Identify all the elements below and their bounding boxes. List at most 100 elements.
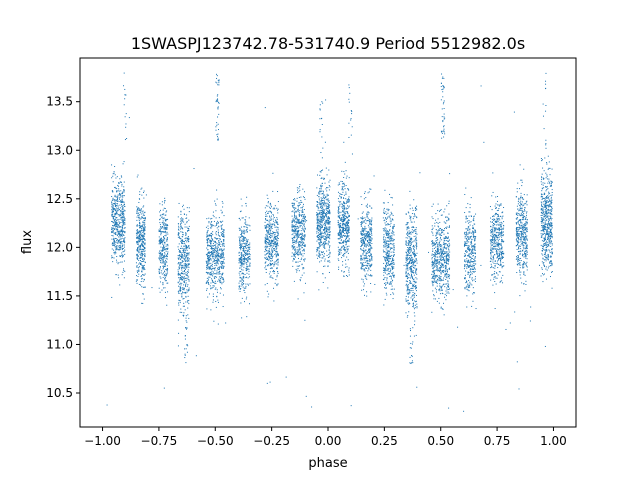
data-point xyxy=(344,212,346,214)
data-point xyxy=(221,273,223,275)
data-point xyxy=(163,247,165,249)
data-point xyxy=(136,212,138,214)
data-point xyxy=(246,226,248,228)
data-point xyxy=(369,235,371,237)
data-point xyxy=(348,215,350,217)
data-point xyxy=(178,332,180,334)
data-point xyxy=(316,232,318,234)
data-point xyxy=(141,229,143,231)
data-point xyxy=(365,261,367,263)
data-point xyxy=(124,218,126,220)
data-point xyxy=(139,236,141,238)
data-point xyxy=(318,251,320,253)
data-point xyxy=(166,248,168,250)
data-point xyxy=(142,230,144,232)
data-point xyxy=(138,220,140,222)
data-point xyxy=(243,261,245,263)
data-point xyxy=(216,258,218,260)
data-point xyxy=(217,222,219,224)
data-point xyxy=(111,202,113,204)
data-point xyxy=(268,251,270,253)
data-point xyxy=(209,245,211,247)
data-point xyxy=(114,232,116,234)
data-point xyxy=(121,201,123,203)
data-point xyxy=(322,209,324,211)
data-point xyxy=(246,242,248,244)
data-point xyxy=(221,274,223,276)
data-point xyxy=(383,229,385,231)
data-point xyxy=(179,280,181,282)
data-point xyxy=(319,210,321,212)
data-point xyxy=(124,242,126,244)
data-point xyxy=(360,268,362,270)
data-point xyxy=(124,220,126,222)
data-point xyxy=(370,220,372,222)
data-point xyxy=(388,264,390,266)
data-point xyxy=(161,201,163,203)
data-point xyxy=(364,294,365,296)
data-point xyxy=(317,206,319,208)
data-point xyxy=(123,222,125,224)
data-point xyxy=(264,254,266,256)
data-point xyxy=(342,211,344,213)
data-point xyxy=(141,255,143,257)
data-point xyxy=(345,177,347,179)
data-point xyxy=(323,201,325,203)
data-point xyxy=(184,256,186,258)
data-point xyxy=(274,241,276,243)
data-point xyxy=(363,241,365,243)
data-point xyxy=(297,211,299,213)
data-point xyxy=(181,260,183,262)
data-point xyxy=(275,248,277,250)
data-point xyxy=(363,259,365,261)
data-point xyxy=(267,259,269,261)
data-point xyxy=(318,220,320,222)
data-point xyxy=(136,242,138,244)
data-point xyxy=(210,227,212,229)
data-point xyxy=(367,232,369,234)
data-point xyxy=(319,204,321,206)
data-point xyxy=(363,285,365,287)
data-point xyxy=(163,265,165,267)
data-point xyxy=(220,226,222,228)
data-point xyxy=(216,272,218,274)
data-point xyxy=(187,290,189,292)
data-point xyxy=(185,265,187,267)
data-point xyxy=(340,196,342,198)
data-point xyxy=(138,232,140,234)
data-point xyxy=(242,239,244,241)
data-point xyxy=(161,253,163,255)
data-point xyxy=(183,213,185,215)
data-point xyxy=(264,257,266,259)
data-point xyxy=(276,255,278,257)
data-point xyxy=(316,226,318,228)
data-point xyxy=(348,245,350,247)
data-point xyxy=(388,251,390,253)
data-point xyxy=(140,228,142,230)
data-point xyxy=(295,261,297,263)
data-point xyxy=(122,195,124,197)
data-point xyxy=(293,255,295,257)
data-point xyxy=(393,242,395,244)
data-point xyxy=(121,205,123,207)
data-point xyxy=(160,262,162,264)
data-point xyxy=(123,189,125,191)
data-point xyxy=(301,228,303,229)
data-point xyxy=(393,274,395,276)
data-point xyxy=(138,207,140,209)
data-point xyxy=(344,247,346,249)
data-point xyxy=(249,262,251,264)
data-point xyxy=(165,227,166,229)
data-point xyxy=(115,259,117,261)
data-point xyxy=(113,215,115,217)
data-point xyxy=(243,287,245,289)
data-point xyxy=(207,249,209,251)
data-point xyxy=(298,265,300,267)
data-point xyxy=(216,295,218,297)
data-point xyxy=(159,203,161,205)
data-point xyxy=(112,227,114,229)
data-point xyxy=(210,241,212,243)
data-point xyxy=(319,215,321,217)
data-point xyxy=(272,255,274,257)
data-point xyxy=(136,254,138,256)
